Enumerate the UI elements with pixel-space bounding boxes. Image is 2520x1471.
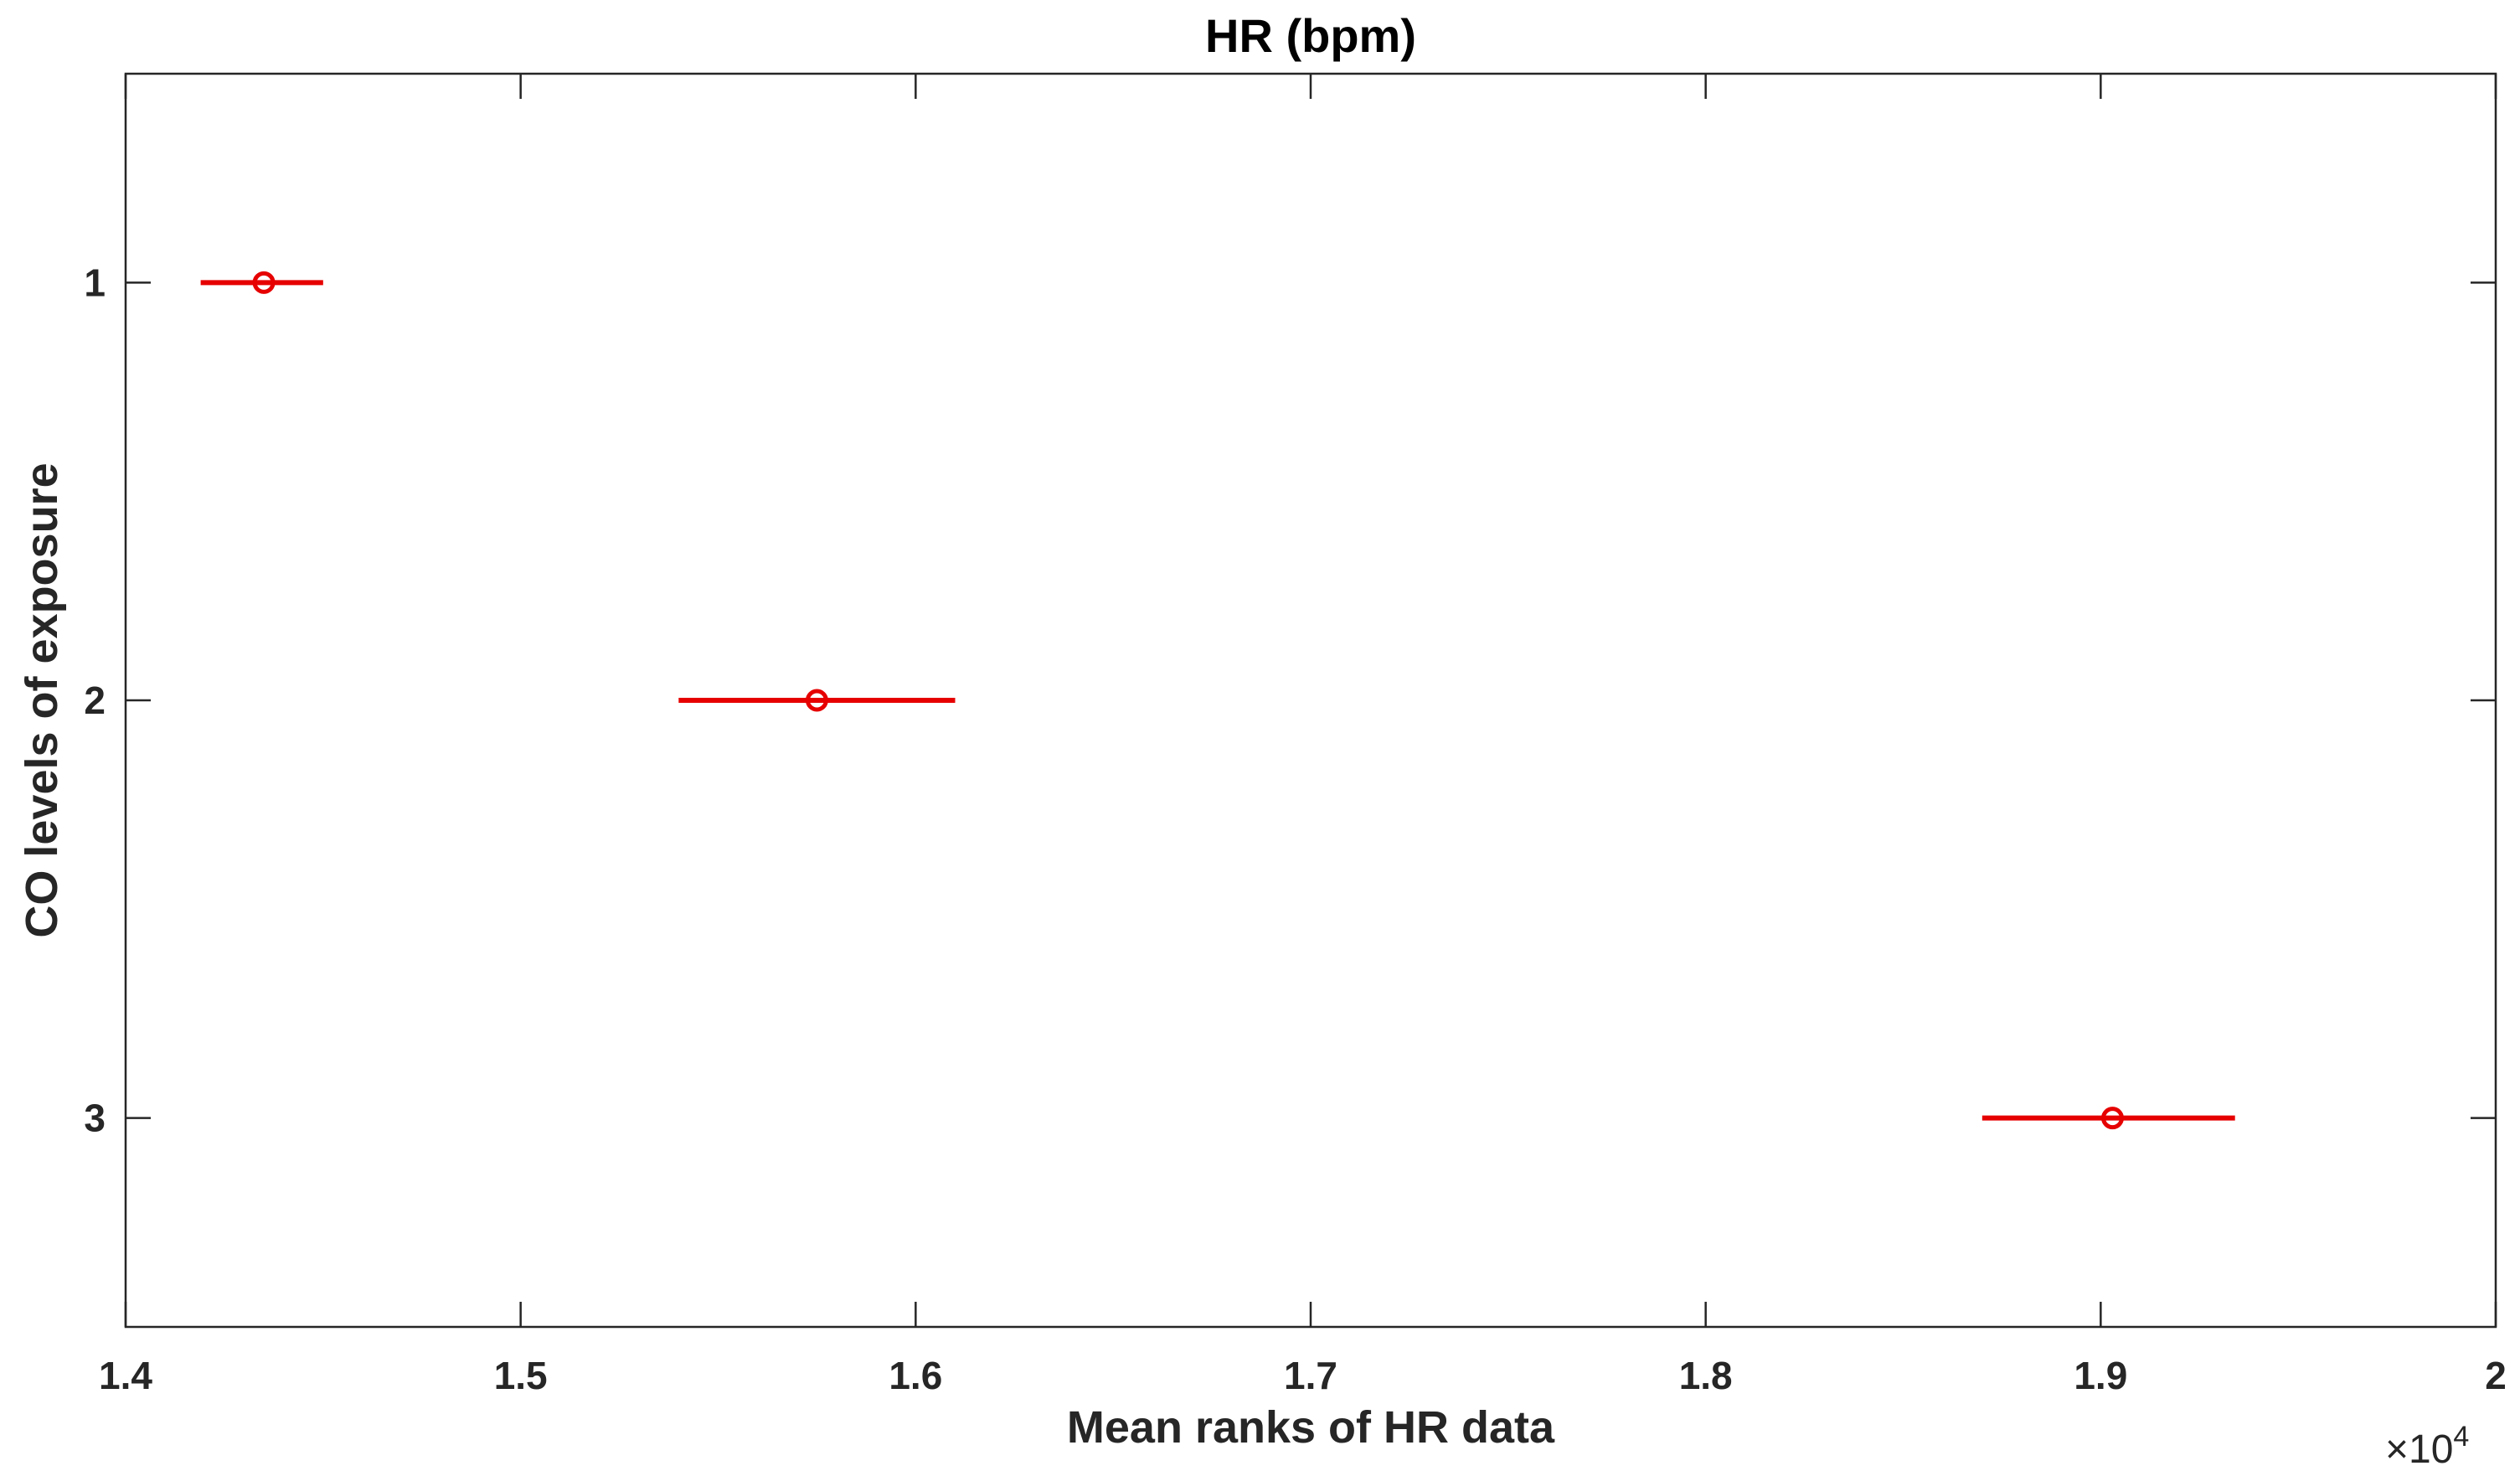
x-axis-exponent-label: ×104: [2385, 1421, 2469, 1471]
chart-title: HR (bpm): [1205, 9, 1416, 62]
y-tick-label: 2: [84, 679, 106, 722]
y-tick-label: 1: [84, 261, 106, 304]
x-tick-label: 1.5: [494, 1354, 548, 1397]
x-tick-label: 1.6: [889, 1354, 942, 1397]
x-exponent-power: 4: [2453, 1421, 2469, 1453]
x-tick-label: 1.8: [1679, 1354, 1733, 1397]
x-tick-label: 1.4: [99, 1354, 152, 1397]
mean-marker: [805, 689, 828, 712]
mean-marker: [2100, 1107, 2124, 1130]
x-tick-label: 2: [2485, 1354, 2507, 1397]
marks-layer: [200, 271, 2235, 1130]
x-tick-label: 1.7: [1284, 1354, 1337, 1397]
x-axis-label: Mean ranks of HR data: [1067, 1402, 1555, 1453]
ticks-layer: 1.4 1.5 1.6 1.7 1.8 1.9 2 1 2 3: [84, 74, 2507, 1397]
plot-area: [126, 74, 2496, 1327]
x-exponent-base: ×10: [2385, 1427, 2453, 1471]
y-axis-label: CO levels of exposure: [17, 462, 67, 937]
x-tick-label: 1.9: [2074, 1354, 2127, 1397]
y-tick-label: 3: [84, 1097, 106, 1140]
mean-marker: [252, 271, 276, 294]
axes-box: [124, 72, 2497, 1329]
